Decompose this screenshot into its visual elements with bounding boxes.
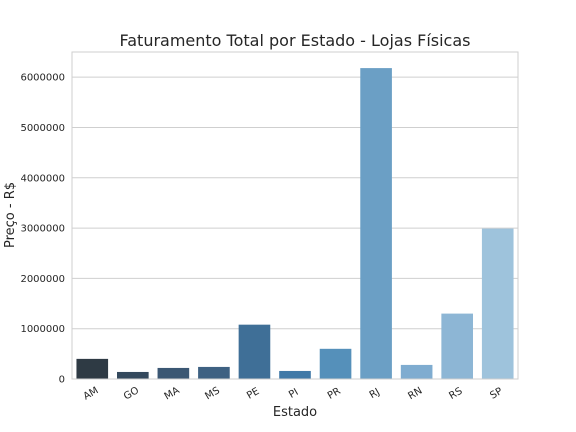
bar-sp [481, 228, 514, 379]
x-axis-label: Estado [273, 405, 317, 420]
y-axis-label: Preço - R$ [3, 182, 18, 248]
bar-pi [279, 370, 311, 379]
bar-go [117, 371, 149, 379]
y-tick-label: 5000000 [20, 123, 65, 134]
x-tick-label-rs: RS [447, 386, 464, 402]
bar-ma [157, 367, 190, 379]
y-tick-label: 6000000 [20, 73, 65, 84]
chart-title: Faturamento Total por Estado - Lojas Fís… [120, 31, 471, 50]
x-tick-label-rn: RN [406, 385, 424, 402]
x-tick-label-go: GO [122, 385, 141, 402]
bar-am [76, 358, 109, 379]
grid-lines [72, 76, 518, 380]
bars [76, 68, 514, 380]
x-tick-label-sp: SP [488, 386, 504, 402]
y-tick-label: 4000000 [20, 173, 65, 184]
x-tick-label-pi: PI [287, 387, 300, 401]
bar-pr [319, 348, 352, 379]
bar-rj [360, 68, 392, 380]
x-tick-label-pe: PE [245, 386, 261, 402]
y-tick-label: 2000000 [20, 274, 65, 285]
y-tick-label: 1000000 [20, 324, 65, 335]
x-tick-label-am: AM [82, 385, 101, 402]
bar-rn [400, 364, 433, 379]
y-tick-label: 0 [59, 375, 65, 386]
bar-pe [238, 324, 271, 379]
plot-frame [71, 51, 519, 380]
x-tick-labels: AM GO MA MS PE PI PR RJ RN RS SP [82, 385, 505, 402]
x-tick-label-pr: PR [326, 386, 343, 402]
bar-rs [441, 313, 473, 379]
x-tick-label-ma: MA [163, 385, 182, 402]
y-tick-label: 3000000 [20, 224, 65, 235]
x-tick-label-rj: RJ [368, 387, 382, 401]
y-tick-labels: 0 1000000 2000000 3000000 4000000 5000000 6000… [20, 73, 65, 386]
bar-ms [198, 366, 230, 379]
x-tick-label-ms: MS [203, 385, 221, 402]
